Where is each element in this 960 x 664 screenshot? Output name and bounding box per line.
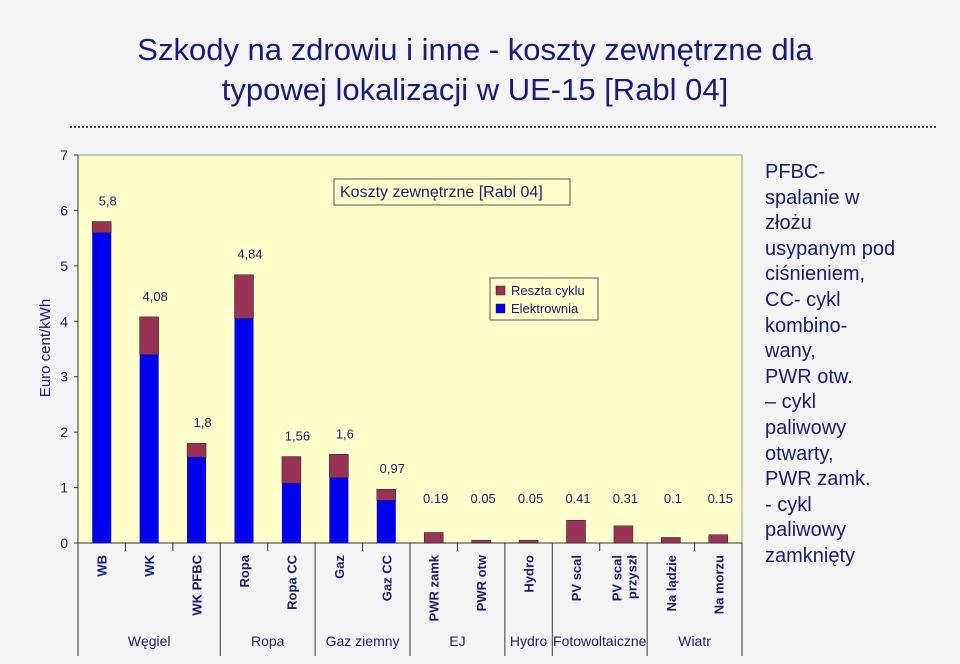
category-label: WK — [142, 554, 157, 576]
category-label: Gaz CC — [379, 554, 394, 601]
category-label: WK PFBC — [190, 554, 205, 615]
chart-title-box — [333, 178, 571, 206]
data-label: 0.41 — [565, 491, 590, 506]
bar-reszta-cyklu — [329, 454, 349, 478]
category-label: PWR zamk — [427, 554, 442, 621]
data-label: 0.05 — [470, 491, 495, 506]
bar-reszta-cyklu — [281, 456, 302, 484]
data-label: 1,56 — [285, 429, 310, 444]
group-label: Ropa — [251, 633, 285, 649]
data-label: 4,08 — [142, 289, 167, 304]
bar-reszta-cyklu — [423, 532, 444, 544]
bar-elektrownia — [234, 318, 254, 543]
group-label: Gaz ziemny — [326, 633, 400, 649]
data-label: 0.15 — [708, 491, 733, 506]
bar-reszta-cyklu — [708, 534, 729, 544]
bar-elektrownia — [187, 457, 207, 543]
group-label: Węgiel — [128, 633, 171, 649]
category-label: PWR otw — [474, 554, 489, 611]
category-label: Na lądzie — [664, 555, 679, 611]
legend-item-reszta-cyklu-label: Reszta cyklu — [511, 283, 585, 298]
slide-title-line-2: typowej lokalizacji w UE-15 [Rabl 04] — [221, 72, 729, 107]
group-label: EJ — [449, 633, 465, 649]
bar-reszta-cyklu — [139, 316, 159, 355]
legend-item-reszta-cyklu-swatch — [495, 285, 506, 296]
data-label: 1,6 — [336, 426, 354, 441]
legend-item-elektrownia-label: Elektrownia — [511, 301, 579, 316]
bar-elektrownia — [139, 354, 159, 543]
bar-reszta-cyklu — [518, 539, 539, 544]
bar-reszta-cyklu — [234, 274, 254, 319]
title-divider — [70, 126, 936, 136]
bar-reszta-cyklu — [186, 442, 207, 458]
y-tick-label: 0 — [60, 535, 68, 551]
bar-reszta-cyklu — [376, 488, 397, 501]
y-tick-label: 3 — [60, 369, 68, 385]
y-axis-title: Euro cent/kWh — [37, 299, 54, 397]
bar-reszta-cyklu — [566, 520, 586, 544]
slide-title: Szkody na zdrowiu i inne - koszty zewnęt… — [40, 30, 910, 110]
data-label: 0,97 — [380, 461, 405, 476]
category-label: PV scal — [569, 555, 584, 601]
y-tick-label: 7 — [60, 147, 68, 163]
y-tick-label: 4 — [60, 313, 68, 329]
data-label: 0.1 — [664, 491, 682, 506]
data-label: 0.19 — [423, 491, 448, 506]
bar-reszta-cyklu — [91, 221, 112, 233]
y-tick-label: 2 — [60, 424, 68, 440]
chart-title: Koszty zewnętrzne [Rabl 04] — [340, 184, 543, 201]
data-label: 0.31 — [613, 491, 638, 506]
category-label: WB — [95, 555, 110, 577]
category-label: Hydro — [522, 555, 537, 593]
category-label: PV scal — [609, 555, 624, 601]
plot-background — [77, 154, 743, 544]
abbreviations-note: PFBC- spalanie w złożu usypanym pod ciśn… — [765, 161, 896, 567]
bar-elektrownia — [92, 232, 112, 543]
bar-reszta-cyklu — [661, 537, 681, 544]
group-label: Fotowoltaiczne — [553, 633, 647, 649]
data-label: 0.05 — [518, 491, 543, 506]
data-label: 5,8 — [99, 194, 117, 209]
category-label: Gaz — [332, 555, 347, 579]
slide-title-line-1: Szkody na zdrowiu i inne - koszty zewnęt… — [137, 32, 813, 67]
bar-elektrownia — [376, 500, 396, 543]
bar-reszta-cyklu — [613, 525, 634, 544]
data-label: 4,84 — [237, 247, 262, 262]
bar-elektrownia — [329, 477, 349, 543]
bar-elektrownia — [281, 483, 301, 543]
group-label: Wiatr — [678, 633, 711, 649]
y-tick-label: 6 — [60, 202, 68, 218]
chart-legend: Reszta cyklu Elektrownia — [489, 277, 599, 321]
bar-reszta-cyklu — [471, 539, 491, 544]
plot-area: 0 1 2 3 4 5 6 7 5,8 WB 4,08 WK 1,8 WK PFBC 4,84 Ropa 1,5… — [60, 147, 743, 656]
category-label: Ropa — [237, 554, 252, 587]
y-tick-label: 1 — [60, 480, 68, 496]
legend-box — [489, 277, 599, 321]
legend-item-elektrownia-swatch — [495, 303, 506, 314]
category-label: Ropa CC — [284, 554, 299, 610]
y-tick-label: 5 — [60, 258, 68, 274]
category-label: Na morzu — [711, 555, 726, 614]
data-label: 1,8 — [194, 415, 212, 430]
group-label: Hydro — [510, 633, 548, 649]
category-label: przyszł — [624, 555, 639, 599]
